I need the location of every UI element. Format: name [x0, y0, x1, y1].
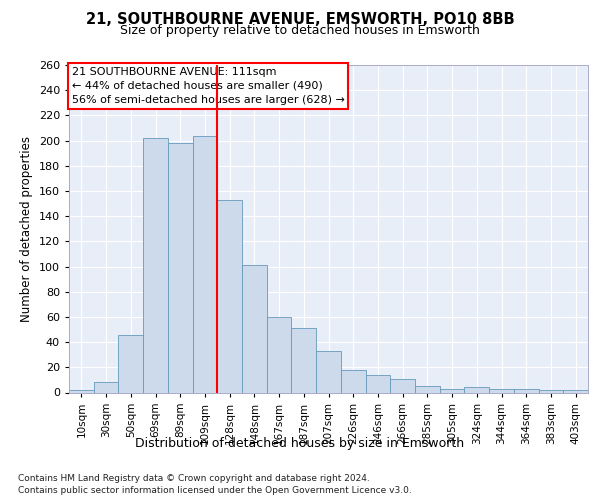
Bar [464, 388, 489, 392]
Text: Contains public sector information licensed under the Open Government Licence v3: Contains public sector information licen… [18, 486, 412, 495]
Bar [143, 138, 168, 392]
Y-axis label: Number of detached properties: Number of detached properties [20, 136, 33, 322]
Bar [563, 390, 588, 392]
Bar [69, 390, 94, 392]
Text: 21 SOUTHBOURNE AVENUE: 111sqm
← 44% of detached houses are smaller (490)
56% of : 21 SOUTHBOURNE AVENUE: 111sqm ← 44% of d… [71, 66, 344, 104]
Bar [168, 143, 193, 392]
Bar [217, 200, 242, 392]
Bar [94, 382, 118, 392]
Bar [267, 317, 292, 392]
Bar [193, 136, 217, 392]
Bar [242, 266, 267, 392]
Bar [316, 351, 341, 393]
Bar [539, 390, 563, 392]
Text: Contains HM Land Registry data © Crown copyright and database right 2024.: Contains HM Land Registry data © Crown c… [18, 474, 370, 483]
Bar [292, 328, 316, 392]
Bar [489, 388, 514, 392]
Bar [415, 386, 440, 392]
Bar [341, 370, 365, 392]
Bar [118, 334, 143, 392]
Bar [365, 375, 390, 392]
Bar [514, 388, 539, 392]
Text: Size of property relative to detached houses in Emsworth: Size of property relative to detached ho… [120, 24, 480, 37]
Bar [440, 388, 464, 392]
Bar [390, 378, 415, 392]
Text: 21, SOUTHBOURNE AVENUE, EMSWORTH, PO10 8BB: 21, SOUTHBOURNE AVENUE, EMSWORTH, PO10 8… [86, 12, 514, 28]
Text: Distribution of detached houses by size in Emsworth: Distribution of detached houses by size … [136, 438, 464, 450]
